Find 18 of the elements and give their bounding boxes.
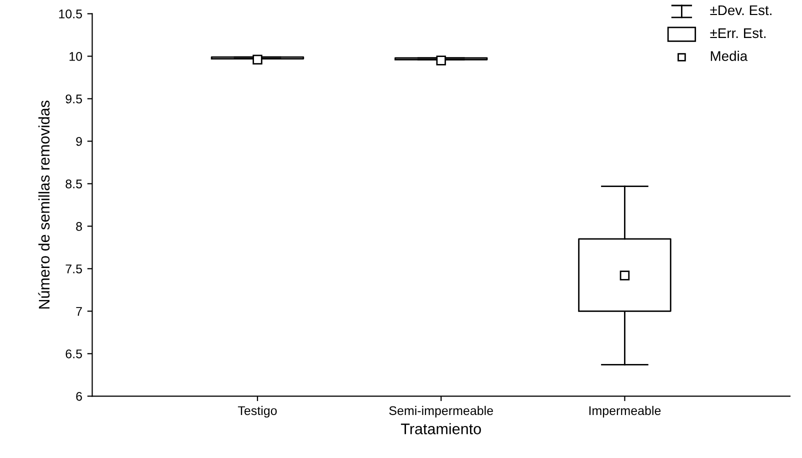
y-tick-label: 9 (76, 137, 82, 146)
y-tick-label: 10.5 (59, 10, 82, 18)
y-tick-label: 10 (70, 52, 82, 61)
y-tick-label: 7.5 (66, 264, 82, 274)
y-tick-label: 9.5 (66, 94, 82, 104)
y-tick-label: 8.5 (66, 180, 82, 188)
y-tick-label: 7 (76, 307, 82, 316)
y-tick-label: 8 (76, 222, 82, 231)
x-tick-label: Impermeable (589, 406, 661, 418)
y-tick-label: 6.5 (66, 349, 82, 358)
annotation: ±Dev. Est. (710, 5, 772, 16)
y-axis-title: Número de semillas removidas (38, 100, 50, 309)
annotation: Media (710, 50, 748, 61)
x-axis-title: Tratamiento (400, 423, 481, 434)
x-tick-label: Testigo (238, 406, 277, 418)
y-tick-label: 6 (76, 392, 82, 401)
x-tick-label: Semi-impermeable (389, 406, 493, 418)
annotation: ±Err. Est. (710, 28, 766, 38)
